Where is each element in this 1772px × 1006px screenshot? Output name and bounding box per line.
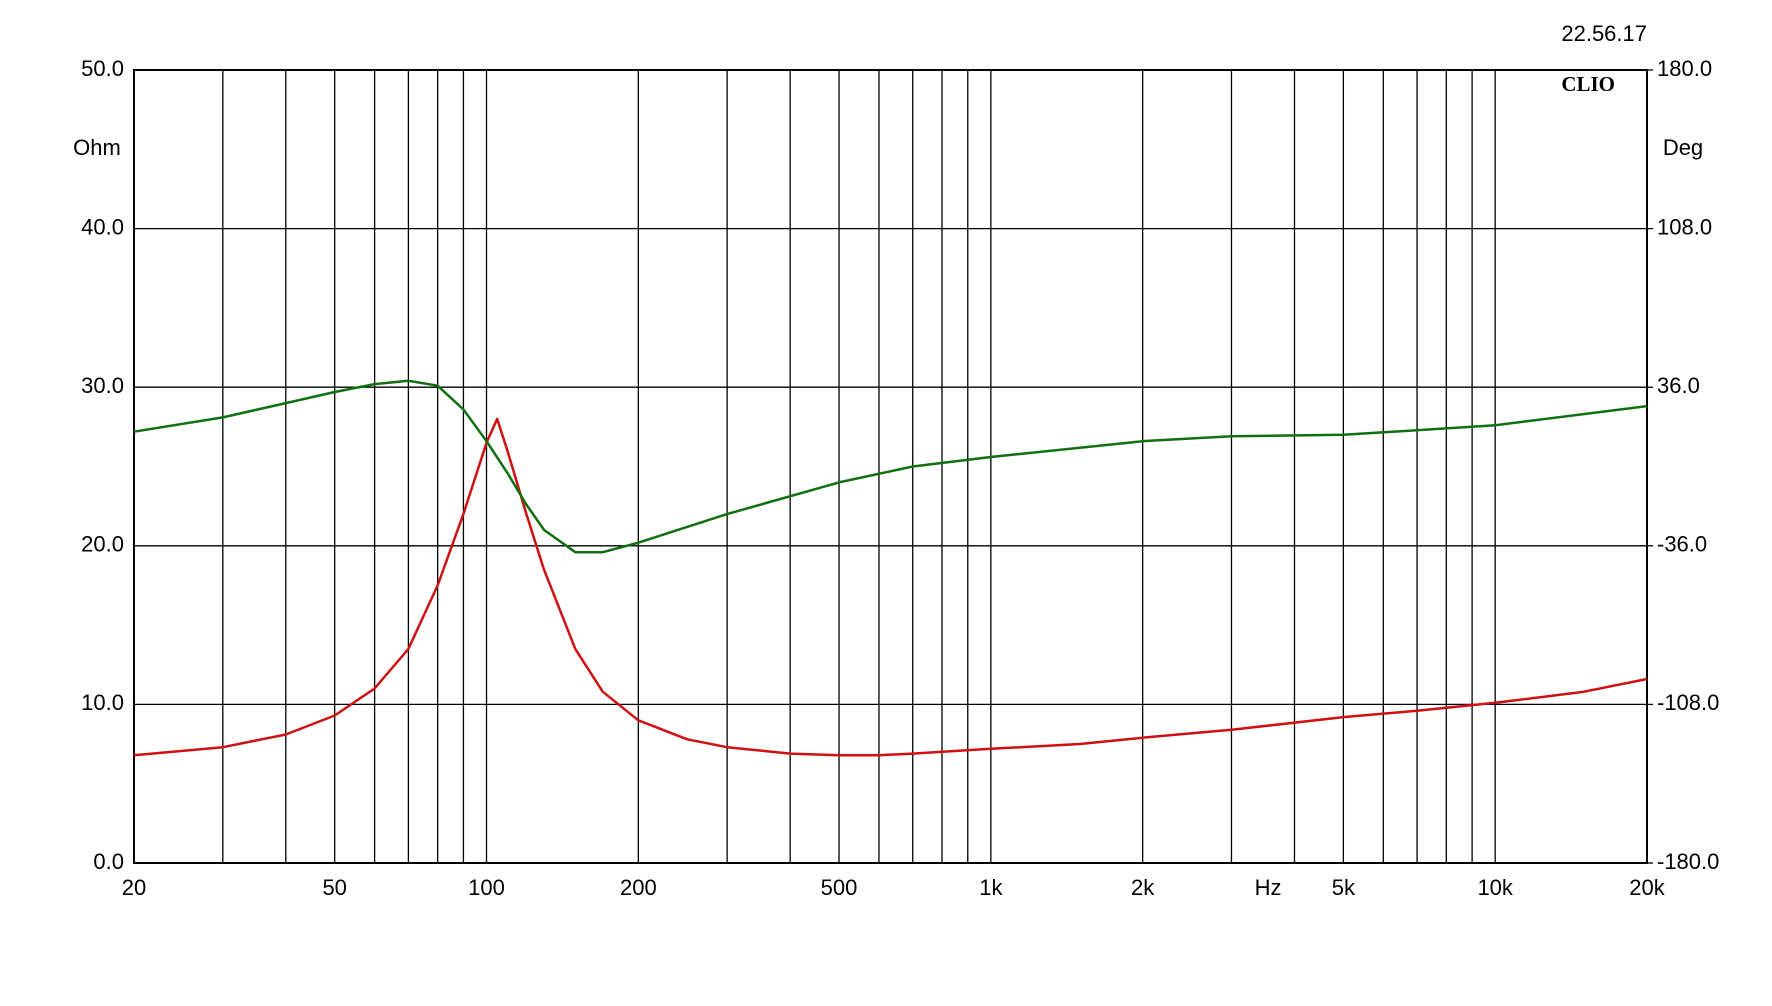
y2-tick-label: 108.0 — [1657, 214, 1712, 239]
y2-tick-label: 36.0 — [1657, 373, 1700, 398]
timestamp: 22.56.17 — [1561, 21, 1647, 46]
x-tick-label: 500 — [821, 875, 858, 900]
y2-tick-label: -180.0 — [1657, 849, 1719, 874]
y-tick-label: 0.0 — [93, 849, 124, 874]
y2-axis-label: Deg — [1663, 135, 1703, 160]
x-tick-label: 2k — [1131, 875, 1155, 900]
y2-tick-label: -108.0 — [1657, 690, 1719, 715]
series-line — [133, 379, 1648, 554]
y2-tick-label: 180.0 — [1657, 56, 1712, 81]
x-tick-label: 50 — [322, 875, 346, 900]
y-axis-label: Ohm — [73, 135, 121, 160]
y-tick-label: 50.0 — [81, 56, 124, 81]
plot-frame — [133, 69, 1648, 864]
x-axis-label: Hz — [1255, 875, 1282, 900]
y-tick-label: 20.0 — [81, 532, 124, 557]
x-tick-label: 20 — [122, 875, 146, 900]
series-line — [133, 417, 1648, 757]
y-tick-label: 40.0 — [81, 214, 124, 239]
x-tick-label: 5k — [1332, 875, 1356, 900]
y-tick-label: 10.0 — [81, 690, 124, 715]
x-tick-label: 10k — [1477, 875, 1513, 900]
x-tick-label: 100 — [468, 875, 505, 900]
y-tick-label: 30.0 — [81, 373, 124, 398]
y2-tick-label: -36.0 — [1657, 532, 1707, 557]
x-tick-label: 20k — [1629, 875, 1665, 900]
logo: CLIO — [1561, 72, 1615, 96]
x-tick-label: 1k — [979, 875, 1003, 900]
x-tick-label: 200 — [620, 875, 657, 900]
